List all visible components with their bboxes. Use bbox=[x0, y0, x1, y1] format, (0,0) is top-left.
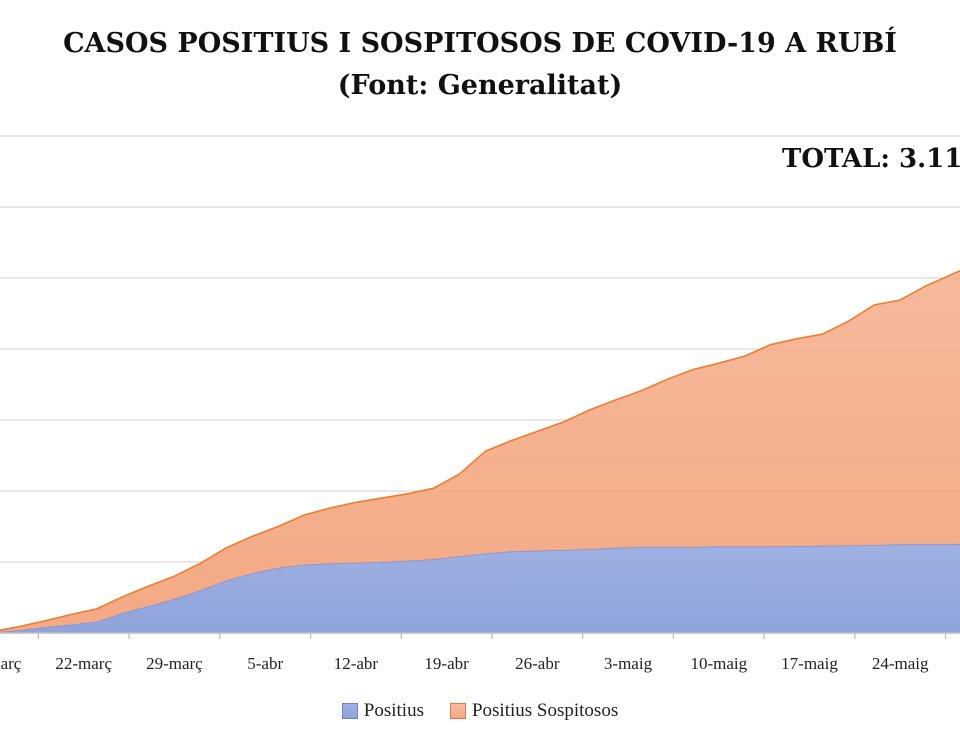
x-tick-label-4: 12-abr bbox=[334, 654, 379, 673]
area-series-0 bbox=[0, 544, 960, 633]
x-tick-label-0: 15-març bbox=[0, 654, 22, 673]
legend-label-sospitosos: Positius Sospitosos bbox=[471, 700, 619, 721]
x-tick-label-2: 29-març bbox=[146, 654, 203, 673]
area-series-1 bbox=[0, 270, 960, 632]
legend-swatch-positius bbox=[341, 703, 358, 719]
x-tick-label-5: 19-abr bbox=[424, 654, 469, 673]
x-tick-label-10: 24-maig bbox=[872, 654, 929, 673]
legend-swatch-sospitosos bbox=[449, 703, 466, 719]
x-tick-label-3: 5-abr bbox=[247, 654, 283, 673]
chart-subtitle: (Font: Generalitat) bbox=[337, 70, 623, 101]
legend-item-sospitosos: Positius Sospitosos bbox=[449, 700, 619, 722]
x-tick-label-9: 17-maig bbox=[781, 654, 838, 673]
total-annotation: TOTAL: 3.11 bbox=[782, 144, 960, 174]
legend-label-positius: Positius bbox=[363, 700, 424, 721]
line-series-1 bbox=[0, 269, 960, 632]
x-tick-label-1: 22-març bbox=[55, 654, 112, 673]
x-axis: 15-març 22-març 29-març 5-abr 12-abr 19-abr 26… bbox=[0, 632, 960, 673]
x-tick-label-7: 3-maig bbox=[604, 654, 653, 673]
x-tick-label-6: 26-abr bbox=[515, 654, 560, 673]
stacked-areas bbox=[0, 269, 960, 633]
area-chart: 15-març 22-març 29-març 5-abr 12-abr 19-abr 26… bbox=[0, 135, 960, 673]
chart-title: CASOS POSITIUS I SOSPITOSOS DE COVID-19 … bbox=[63, 28, 897, 59]
x-tick-label-8: 10-maig bbox=[690, 654, 747, 673]
legend: Positius Positius Sospitosos bbox=[0, 700, 960, 722]
legend-item-positius: Positius bbox=[341, 700, 424, 722]
